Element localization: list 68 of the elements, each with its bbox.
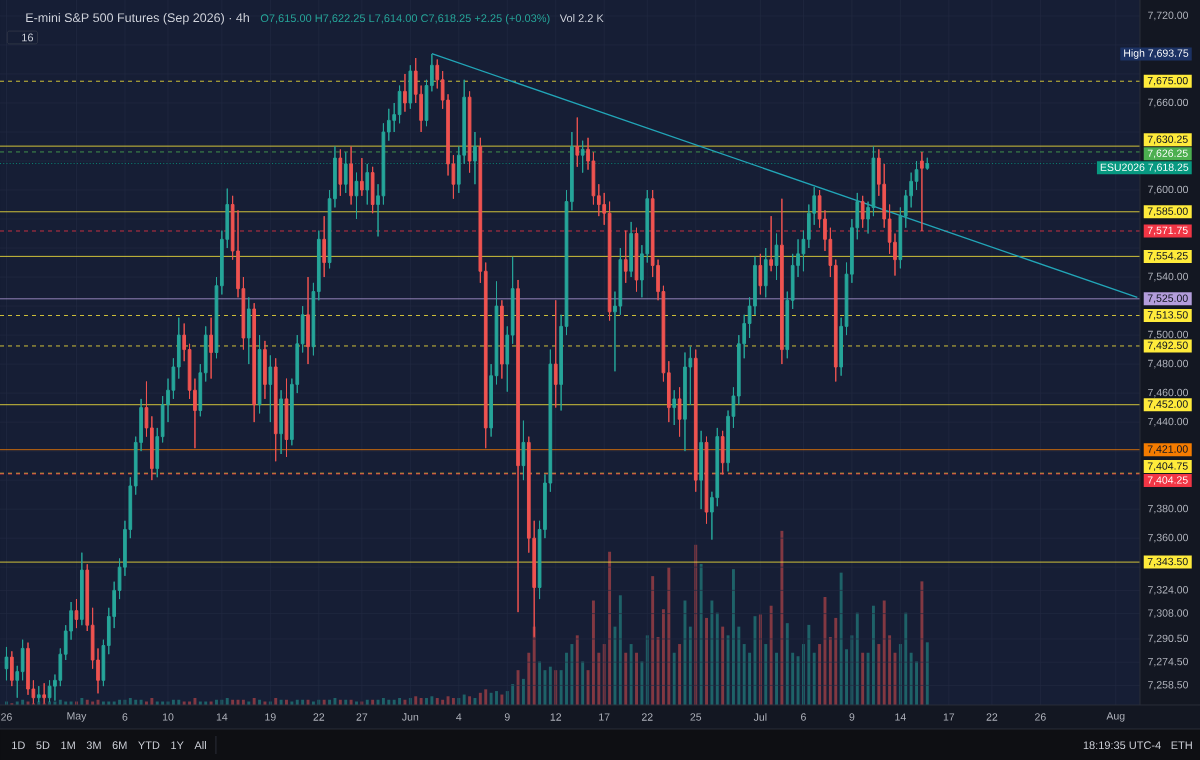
x-tick-label: 6 (801, 713, 806, 721)
text: All (194, 741, 206, 749)
y-tick-label: 7,720.00 (1148, 11, 1189, 21)
x-tick-label: 9 (504, 713, 510, 721)
y-tick-label: 7,660.00 (1148, 98, 1189, 108)
y-tick-label: 7,380.00 (1148, 504, 1189, 514)
y-tick-label: 7,460.00 (1148, 388, 1189, 398)
x-tick-label: 22 (641, 713, 653, 721)
annotation: Vol 2.2 K (559, 14, 604, 23)
y-tick-label: 7,360.00 (1148, 533, 1189, 543)
ref-line-label: 7,675.00 (1147, 76, 1188, 86)
y-tick-label: 7,274.50 (1148, 657, 1189, 667)
y-tick-label: 7,500.00 (1148, 330, 1189, 340)
x-tick-label: 19 (265, 713, 276, 721)
ref-line-label: 7,554.25 (1147, 252, 1188, 261)
x-tick-label: 12 (550, 713, 562, 721)
y-tick-label: 7,440.00 (1148, 417, 1189, 427)
x-tick-label: 10 (162, 713, 174, 721)
text: 18:19:35 UTC-4 (1083, 741, 1161, 750)
x-tick-label: 22 (986, 713, 998, 721)
ref-line-label: 7,452.00 (1147, 400, 1188, 410)
text: ETH (1171, 741, 1192, 749)
text: E-mini S&P 500 Futures (Sep 2026) · 4h (26, 12, 249, 25)
x-tick-label: Aug (1106, 712, 1125, 722)
ref-line-label: 7,571.75 (1147, 226, 1188, 236)
text: 5D (36, 741, 50, 750)
y-tick-label: 7,600.00 (1148, 185, 1189, 195)
x-tick-label: 9 (849, 713, 855, 721)
y-tick-label: 7,540.00 (1148, 272, 1189, 282)
x-tick-label: 4 (456, 713, 462, 721)
y-tick-label: 7,308.00 (1148, 609, 1189, 618)
text: 1D (12, 741, 25, 749)
x-tick-label: 26 (1, 713, 12, 721)
y-tick-label: 7,290.50 (1148, 634, 1189, 644)
ref-line-label: 7,585.00 (1147, 207, 1188, 217)
x-tick-label: Jul (753, 713, 767, 721)
ref-line-label: 7,630.25 (1147, 135, 1188, 145)
x-tick-label: 26 (1035, 713, 1046, 721)
text: 6M (112, 741, 127, 750)
ref-line-label: 7,492.50 (1147, 341, 1188, 351)
x-tick-label: 27 (356, 713, 368, 721)
x-tick-label: 25 (690, 713, 702, 721)
x-tick-label: 14 (895, 713, 906, 721)
y-tick-label: 7,324.00 (1148, 586, 1189, 595)
ref-line-label: 7,626.25 (1147, 149, 1188, 159)
ref-line-label: 7,421.00 (1147, 445, 1188, 455)
text: O7,615.00 H7,622.25 L7,614.00 C7,618.25 +2.25 (+0.03%) (260, 14, 550, 25)
x-tick-label: 14 (216, 713, 228, 721)
x-tick-label: 6 (122, 713, 128, 721)
ref-line-label: ESU2026 7,618.25 (1100, 163, 1189, 173)
x-tick-label: May (67, 712, 87, 722)
text: 3M (86, 741, 101, 750)
text: 1Y (171, 741, 184, 749)
ref-line-label: 7,404.25 (1147, 476, 1188, 485)
text: YTD (138, 741, 160, 749)
ref-line-label: 7,525.00 (1147, 294, 1188, 304)
ref-line-label: 7,404.75 (1147, 462, 1188, 471)
y-tick-label: 7,258.50 (1148, 681, 1189, 690)
text: 1M (61, 741, 75, 749)
annotation: 16 (22, 33, 34, 42)
ref-line-label: 7,513.50 (1147, 311, 1188, 320)
ref-line-label: 7,343.50 (1147, 557, 1188, 567)
x-tick-label: 17 (599, 713, 610, 721)
x-tick-label: Jun (402, 713, 419, 721)
y-tick-label: 7,480.00 (1148, 359, 1189, 369)
annotation: High 7,693.75 (1124, 49, 1189, 59)
x-tick-label: 17 (943, 713, 955, 721)
x-tick-label: 22 (313, 713, 325, 721)
